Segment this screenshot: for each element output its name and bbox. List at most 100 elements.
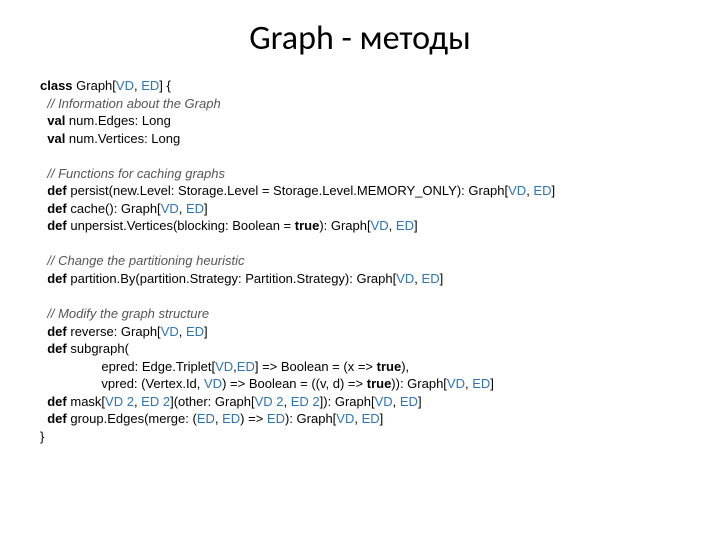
code-line: epred: Edge.Triplet[VD,ED] => Boolean = … (40, 358, 690, 376)
text-token: , (284, 394, 291, 409)
type-token: VD 2 (255, 394, 284, 409)
code-line (40, 288, 690, 306)
text-token: ) => (240, 411, 267, 426)
code-line: } (40, 428, 690, 446)
comment-token: // Modify the graph structure (47, 306, 209, 321)
text-token: ] (414, 218, 418, 233)
code-line: def persist(new.Level: Storage.Level = S… (40, 182, 690, 200)
type-token: ED (222, 411, 240, 426)
type-token: VD (508, 183, 526, 198)
code-line: def unpersist.Vertices(blocking: Boolean… (40, 217, 690, 235)
text-token: ](other: Graph[ (170, 394, 255, 409)
code-line: class Graph[VD, ED] { (40, 77, 690, 95)
text-token: , (354, 411, 361, 426)
keyword-token: def (47, 183, 70, 198)
text-token: group.Edges(merge: ( (70, 411, 196, 426)
keyword-token: def (47, 271, 70, 286)
type-token: ED (237, 359, 255, 374)
type-token: ED (422, 271, 440, 286)
comment-token: // Functions for caching graphs (47, 166, 225, 181)
text-token: num.Edges: Long (69, 113, 171, 128)
keyword-token: def (47, 394, 70, 409)
code-line: val num.Edges: Long (40, 112, 690, 130)
code-line: def partition.By(partition.Strategy: Par… (40, 270, 690, 288)
text-token: ] (490, 376, 494, 391)
code-line: def mask[VD 2, ED 2](other: Graph[VD 2, … (40, 393, 690, 411)
comment-token: // Information about the Graph (47, 96, 220, 111)
type-token: VD 2 (105, 394, 134, 409)
text-token (40, 148, 44, 163)
text-token: , (179, 201, 186, 216)
text-token: ] (440, 271, 444, 286)
text-token: ) => Boolean = ((v, d) => (222, 376, 367, 391)
text-token: reverse: Graph[ (70, 324, 160, 339)
text-token: ]): Graph[ (320, 394, 375, 409)
type-token: ED (186, 324, 204, 339)
text-token: unpersist.Vertices(blocking: Boolean = (70, 218, 294, 233)
keyword-token: def (47, 411, 70, 426)
code-block: class Graph[VD, ED] { // Information abo… (30, 77, 690, 445)
type-token: VD (336, 411, 354, 426)
slide-title: Graph - методы (30, 18, 690, 59)
text-token: ] (380, 411, 384, 426)
text-token: ] { (159, 78, 171, 93)
text-token: )): Graph[ (391, 376, 447, 391)
text-token: , (389, 218, 396, 233)
keyword-token: def (47, 201, 70, 216)
text-token: , (414, 271, 421, 286)
keyword-token: val (47, 113, 69, 128)
text-token: num.Vertices: Long (69, 131, 180, 146)
type-token: ED (396, 218, 414, 233)
keyword-token: true (377, 359, 402, 374)
text-token: subgraph( (70, 341, 129, 356)
type-token: VD (215, 359, 233, 374)
keyword-token: val (47, 131, 69, 146)
text-token: persist(new.Level: Storage.Level = Stora… (70, 183, 508, 198)
text-token: , (393, 394, 400, 409)
text-token: ] (204, 324, 208, 339)
type-token: VD (204, 376, 222, 391)
text-token (40, 289, 44, 304)
text-token: ] (204, 201, 208, 216)
text-token: ): Graph[ (285, 411, 336, 426)
type-token: ED 2 (291, 394, 320, 409)
type-token: ED (197, 411, 215, 426)
type-token: ED (267, 411, 285, 426)
type-token: ED (141, 78, 159, 93)
code-line: def subgraph( (40, 340, 690, 358)
text-token: ] (551, 183, 555, 198)
keyword-token: true (367, 376, 392, 391)
code-line: // Modify the graph structure (40, 305, 690, 323)
code-line: def group.Edges(merge: (ED, ED) => ED): … (40, 410, 690, 428)
text-token: mask[ (70, 394, 105, 409)
text-token: cache(): Graph[ (70, 201, 160, 216)
text-token (40, 236, 44, 251)
type-token: VD (116, 78, 134, 93)
type-token: VD (161, 324, 179, 339)
type-token: VD (371, 218, 389, 233)
type-token: ED (400, 394, 418, 409)
code-line: def cache(): Graph[VD, ED] (40, 200, 690, 218)
type-token: ED (533, 183, 551, 198)
keyword-token: def (47, 218, 70, 233)
keyword-token: def (47, 324, 70, 339)
type-token: VD (161, 201, 179, 216)
code-line (40, 235, 690, 253)
type-token: ED 2 (141, 394, 170, 409)
text-token: vpred: (Vertex.Id, (40, 376, 204, 391)
type-token: VD (447, 376, 465, 391)
keyword-token: true (295, 218, 320, 233)
code-line: // Functions for caching graphs (40, 165, 690, 183)
keyword-token: def (47, 341, 70, 356)
text-token: } (40, 429, 44, 444)
text-token: ] (418, 394, 422, 409)
type-token: ED (186, 201, 204, 216)
type-token: VD (396, 271, 414, 286)
text-token: ): Graph[ (319, 218, 370, 233)
text-token: ), (401, 359, 409, 374)
text-token: Graph[ (76, 78, 116, 93)
type-token: ED (472, 376, 490, 391)
text-token: epred: Edge.Triplet[ (40, 359, 215, 374)
code-line: vpred: (Vertex.Id, VD) => Boolean = ((v,… (40, 375, 690, 393)
type-token: VD (375, 394, 393, 409)
